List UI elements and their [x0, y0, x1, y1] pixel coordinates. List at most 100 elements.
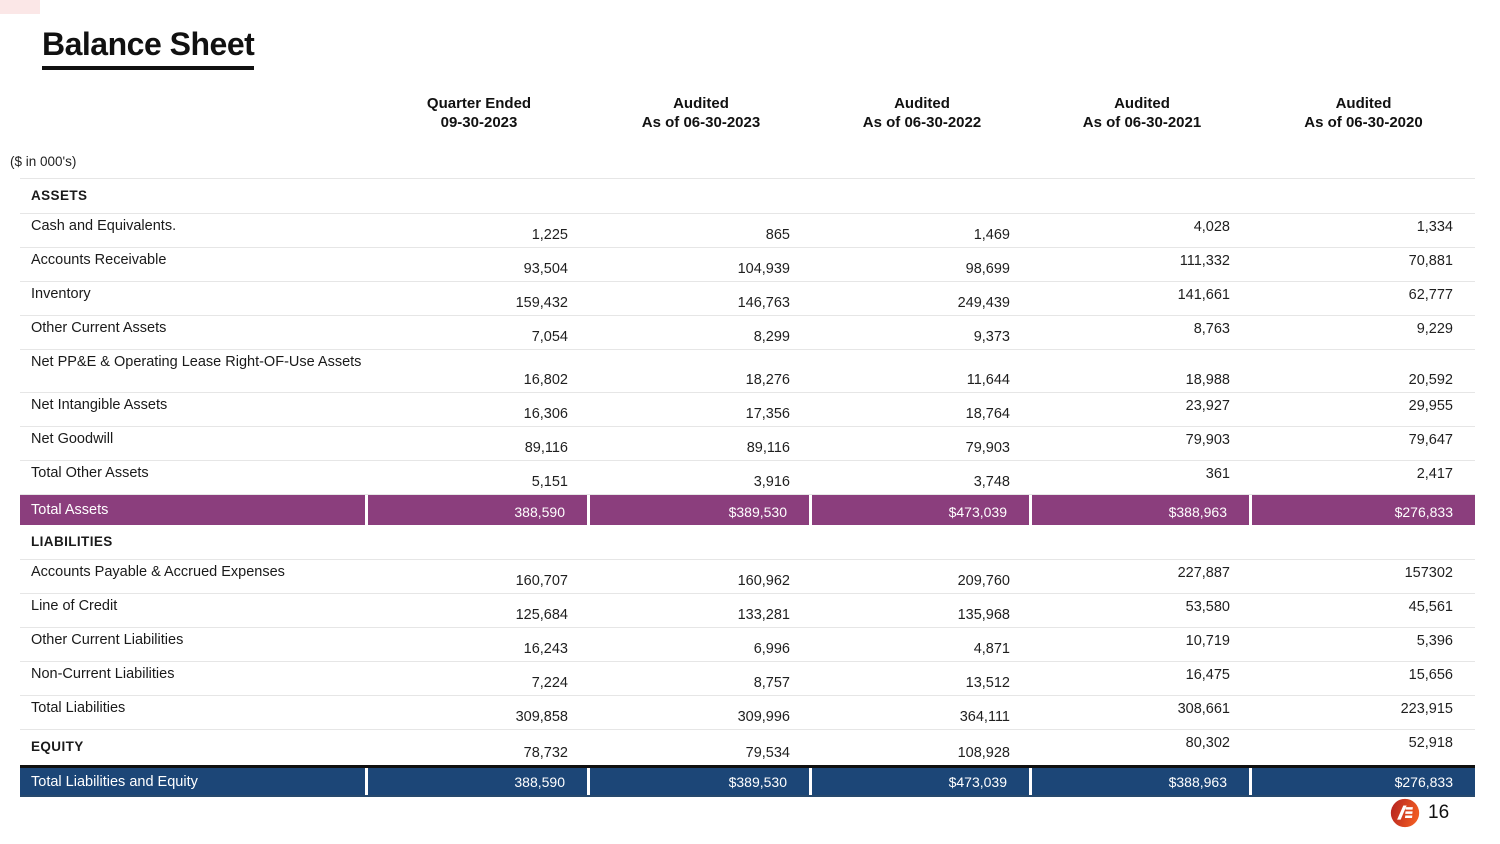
column-header-line1: Audited [894, 95, 950, 112]
value-cell: 146,763 [737, 295, 790, 311]
row-label: Net Intangible Assets [31, 397, 168, 413]
row-label: EQUITY [31, 739, 84, 754]
row-label: Other Current Assets [31, 320, 167, 336]
value-cell: 2,417 [1416, 466, 1453, 482]
value-cell: 141,661 [1177, 287, 1230, 303]
value-cell: 79,647 [1408, 432, 1453, 448]
total-row-label: Total Assets [20, 495, 368, 525]
value-cell: 23,927 [1185, 398, 1230, 414]
value-cell: 6,996 [753, 641, 790, 657]
page-number: 16 [1428, 802, 1450, 823]
value-cell: 93,504 [523, 261, 568, 277]
value-cell: 8,757 [753, 675, 790, 691]
value-cell: 70,881 [1408, 253, 1453, 269]
table-row: Accounts Receivable 93,504 104,939 98,699 11… [20, 248, 1475, 282]
value-cell: 4,871 [973, 641, 1010, 657]
column-header-line1: Quarter Ended [426, 95, 532, 112]
value-cell: 45,561 [1408, 599, 1453, 615]
value-cell: 159,432 [515, 295, 568, 311]
value-cell: 29,955 [1408, 398, 1453, 414]
value-cell: 80,302 [1185, 735, 1230, 751]
total-value-cell: 388,590 [368, 768, 590, 795]
value-cell: 865 [765, 227, 790, 243]
value-cell: 16,243 [523, 641, 568, 657]
value-cell: 18,988 [1185, 372, 1230, 388]
value-cell: 62,777 [1408, 287, 1453, 303]
value-cell: 7,054 [531, 329, 568, 345]
row-label: Accounts Receivable [31, 252, 167, 268]
total-value-cell: $473,039 [812, 768, 1032, 795]
table-row: Net Intangible Assets 16,306 17,356 18,764 2… [20, 393, 1475, 427]
value-cell: 13,512 [965, 675, 1010, 691]
table-row: Other Current Assets 7,054 8,299 9,373 8,763… [20, 316, 1475, 350]
total-liabilities-and-equity-row: Total Liabilities and Equity 388,590 $389,… [20, 765, 1475, 797]
row-label: Inventory [31, 286, 91, 302]
value-cell: 135,968 [957, 607, 1010, 623]
value-cell: 5,396 [1416, 633, 1453, 649]
row-label: Other Current Liabilities [31, 632, 184, 648]
table-row: Other Current Liabilities 16,243 6,996 4,87… [20, 628, 1475, 662]
column-header-line2: As of 06-30-2020 [1304, 114, 1423, 132]
value-cell: 7,224 [531, 675, 568, 691]
table-row: Non-Current Liabilities 7,224 8,757 13,512 1… [20, 662, 1475, 696]
table-row: Total Liabilities 309,858 309,996 364,111 30… [20, 696, 1475, 730]
value-cell: 309,996 [737, 709, 790, 725]
column-header-line2: 09-30-2023 [440, 114, 518, 132]
table-row: Line of Credit 125,684 133,281 135,968 53,58… [20, 594, 1475, 628]
section-header-label: LIABILITIES [31, 534, 113, 549]
column-header-line2: As of 06-30-2023 [641, 114, 761, 132]
total-value-cell: $388,963 [1032, 768, 1252, 795]
table-row: Inventory 159,432 146,763 249,439 141,661 62,… [20, 282, 1475, 316]
row-label: Accounts Payable & Accrued Expenses [31, 564, 285, 580]
value-cell: 9,229 [1416, 321, 1453, 337]
row-label: Non-Current Liabilities [31, 666, 175, 682]
value-cell: 364,111 [959, 709, 1010, 725]
value-cell: 1,469 [973, 227, 1010, 243]
total-value-cell: $473,039 [812, 495, 1032, 525]
section-header-label: ASSETS [31, 188, 88, 203]
value-cell: 160,962 [737, 573, 790, 589]
slide-footer: 16 [1390, 798, 1449, 828]
total-value-cell: $389,530 [590, 768, 812, 795]
column-header-fy2021: Audited As of 06-30-2021 [1032, 94, 1252, 132]
table-column-headers: Quarter Ended 09-30-2023 Audited As of 0… [20, 94, 1475, 132]
value-cell: 249,439 [957, 295, 1010, 311]
row-label: Cash and Equivalents. [31, 218, 177, 234]
value-cell: 89,116 [746, 440, 790, 456]
column-header-line1: Audited [673, 95, 729, 112]
column-header-line1: Audited [1335, 95, 1392, 112]
value-cell: 223,915 [1400, 701, 1453, 717]
row-label: Net PP&E & Operating Lease Right-OF-Use … [31, 354, 362, 370]
value-cell: 18,764 [965, 406, 1010, 422]
value-cell: 8,299 [753, 329, 790, 345]
value-cell: 15,656 [1408, 667, 1453, 683]
total-value-cell: $276,833 [1252, 495, 1475, 525]
table-row: Net Goodwill 89,116 89,116 79,903 79,903 79,6… [20, 427, 1475, 461]
value-cell: 10,719 [1185, 633, 1230, 649]
value-cell: 157302 [1404, 565, 1453, 581]
value-cell: 53,580 [1185, 599, 1230, 615]
ae-company-logo-icon [1390, 798, 1420, 828]
units-note: ($ in 000's) [10, 154, 77, 169]
value-cell: 361 [1205, 466, 1230, 482]
section-header-row: ASSETS [20, 179, 1475, 214]
value-cell: 111,332 [1179, 253, 1230, 269]
value-cell: 309,858 [515, 709, 568, 725]
total-value-cell: 388,590 [368, 495, 590, 525]
value-cell: 17,356 [745, 406, 790, 422]
row-label: Total Liabilities [31, 700, 126, 716]
value-cell: 308,661 [1177, 701, 1230, 717]
total-value-cell: $276,833 [1252, 768, 1475, 795]
value-cell: 16,802 [523, 372, 568, 388]
table-row: Total Other Assets 5,151 3,916 3,748 361 2,41… [20, 461, 1475, 495]
value-cell: 79,534 [745, 745, 790, 761]
section-header-row: LIABILITIES [20, 525, 1475, 560]
table-row: EQUITY 78,732 79,534 108,928 80,302 52,918 [20, 730, 1475, 765]
column-header-fy2023: Audited As of 06-30-2023 [590, 94, 812, 132]
value-cell: 9,373 [973, 329, 1010, 345]
value-cell: 125,684 [515, 607, 568, 623]
column-header-line1: Audited [1114, 95, 1170, 112]
table-row: Net PP&E & Operating Lease Right-OF-Use … [20, 350, 1475, 393]
table-row: Accounts Payable & Accrued Expenses 160,7… [20, 560, 1475, 594]
